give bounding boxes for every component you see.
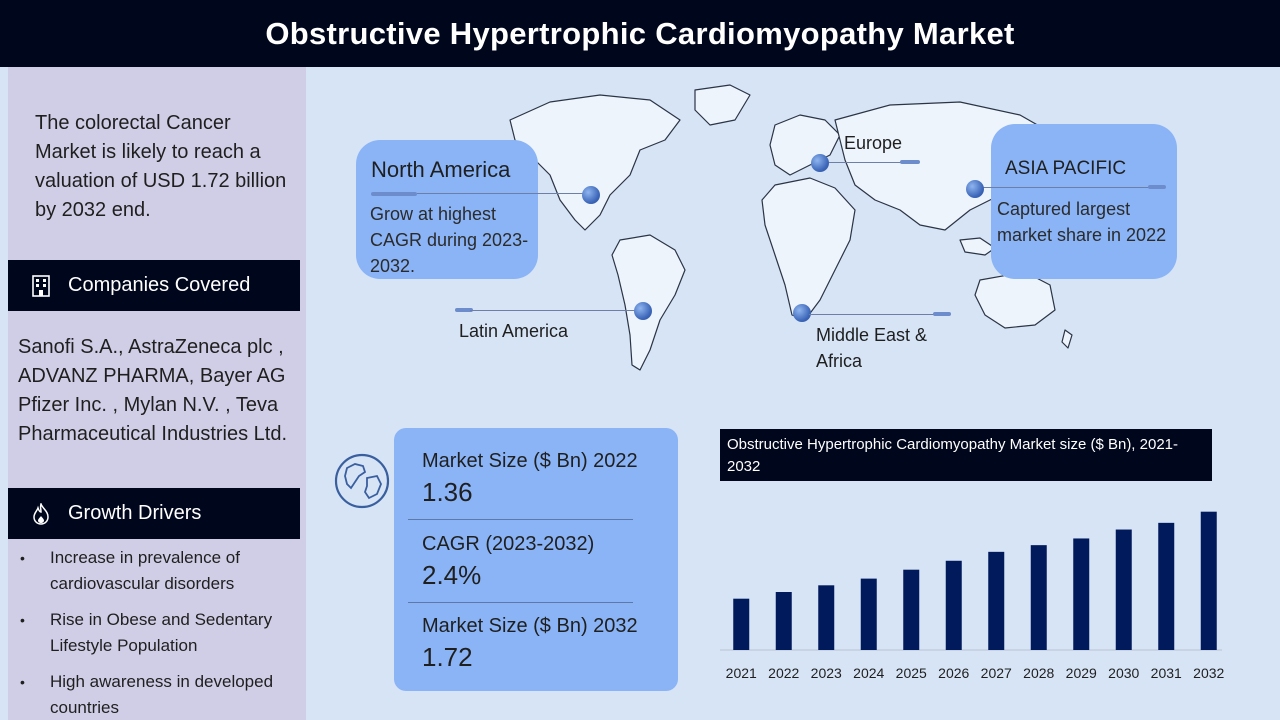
asia-pacific-leader-line	[983, 187, 1151, 188]
header-bar: Obstructive Hypertrophic Cardiomyopathy …	[0, 0, 1280, 67]
south-america-shape	[611, 234, 686, 371]
x-tick-label: 2029	[1066, 665, 1097, 681]
bar-2023	[818, 585, 835, 650]
bar-2030	[1115, 529, 1132, 650]
latin-america-label: Latin America	[459, 321, 569, 341]
left-panel: The colorectal Cancer Market is likely t…	[8, 67, 306, 720]
bar-chart: 2021 2022 2023 2024 2025 2026 2027 2028 2029 2030…	[720, 511, 1225, 681]
stat-divider	[408, 519, 633, 520]
drivers-heading: Growth Drivers	[8, 488, 300, 539]
list-item: Increase in prevalence of cardiovascular…	[16, 545, 301, 597]
x-tick-label: 2022	[768, 665, 799, 681]
stat-market-size-2032: Market Size ($ Bn) 2032 1.72	[422, 615, 638, 672]
mea-label: Middle East & Africa	[816, 325, 928, 371]
x-tick-label: 2032	[1193, 665, 1224, 681]
latin-america-connector-pill	[455, 308, 473, 312]
bar-2031	[1158, 522, 1175, 650]
stat-market-size-2022: Market Size ($ Bn) 2022 1.36	[422, 450, 638, 507]
bar-2021	[733, 598, 750, 650]
x-tick-label: 2028	[1023, 665, 1054, 681]
chart-title: Obstructive Hypertrophic Cardiomyopathy …	[720, 429, 1212, 481]
north-america-shape	[509, 94, 681, 231]
x-tick-label: 2021	[726, 665, 757, 681]
asia-pacific-connector-pill	[1148, 185, 1166, 189]
asia-pacific-card: ASIA PACIFIC Captured largest market sha…	[991, 124, 1177, 279]
market-stats-card: Market Size ($ Bn) 2022 1.36 CAGR (2023-…	[394, 428, 678, 691]
australia-shape	[974, 271, 1056, 329]
se-asia-shape	[959, 237, 996, 256]
north-america-marker	[582, 186, 600, 204]
companies-heading-label: Companies Covered	[68, 274, 251, 296]
asia-pacific-marker	[966, 180, 984, 198]
mea-connector-pill	[933, 312, 951, 316]
bar-2032	[1200, 511, 1217, 650]
x-tick-label: 2026	[938, 665, 969, 681]
europe-shape	[769, 114, 841, 176]
globe-icon	[334, 453, 390, 509]
bar-2028	[1030, 545, 1047, 650]
bar-2029	[1073, 538, 1090, 650]
page-title: Obstructive Hypertrophic Cardiomyopathy …	[265, 15, 1015, 51]
stat-cagr: CAGR (2023-2032) 2.4%	[422, 533, 595, 590]
mea-marker	[793, 304, 811, 322]
bar-2027	[988, 551, 1005, 650]
list-item: High awareness in developed countries	[16, 669, 301, 720]
x-tick-label: 2024	[853, 665, 884, 681]
list-item: Rise in Obese and Sedentary Lifestyle Po…	[16, 607, 301, 659]
drivers-list: Increase in prevalence of cardiovascular…	[16, 545, 301, 720]
x-tick-label: 2027	[981, 665, 1012, 681]
north-america-leader-line	[417, 193, 585, 194]
stat-divider	[408, 602, 633, 603]
bar-2025	[903, 569, 920, 650]
market-summary-text: The colorectal Cancer Market is likely t…	[35, 112, 287, 221]
flame-icon	[30, 502, 52, 525]
building-icon	[30, 274, 52, 297]
mea-leader-line	[809, 314, 937, 315]
north-america-connector-pill	[371, 192, 417, 196]
bar-2026	[945, 560, 962, 650]
europe-connector-pill	[900, 160, 920, 164]
north-america-card: North America Grow at highest CAGR durin…	[356, 140, 538, 279]
africa-shape	[761, 177, 856, 321]
north-america-text: Grow at highest CAGR during 2023-2032.	[370, 204, 529, 276]
europe-marker	[811, 154, 829, 172]
drivers-heading-label: Growth Drivers	[68, 502, 202, 524]
x-tick-label: 2031	[1151, 665, 1182, 681]
latin-america-marker	[634, 302, 652, 320]
greenland-shape	[694, 84, 751, 126]
latin-america-leader-line	[470, 310, 638, 311]
north-america-title: North America	[371, 157, 511, 182]
x-tick-label: 2030	[1108, 665, 1139, 681]
companies-heading: Companies Covered	[8, 260, 300, 311]
bar-2022	[775, 592, 792, 650]
europe-label: Europe	[844, 133, 903, 153]
companies-list: Sanofi S.A., AstraZeneca plc , ADVANZ PH…	[18, 336, 288, 445]
asia-pacific-text: Captured largest market share in 2022	[997, 199, 1167, 245]
bar-2024	[860, 578, 877, 650]
x-tick-label: 2025	[896, 665, 927, 681]
europe-leader-line	[826, 162, 906, 163]
x-tick-label: 2023	[811, 665, 842, 681]
asia-pacific-title: ASIA PACIFIC	[1005, 158, 1127, 179]
